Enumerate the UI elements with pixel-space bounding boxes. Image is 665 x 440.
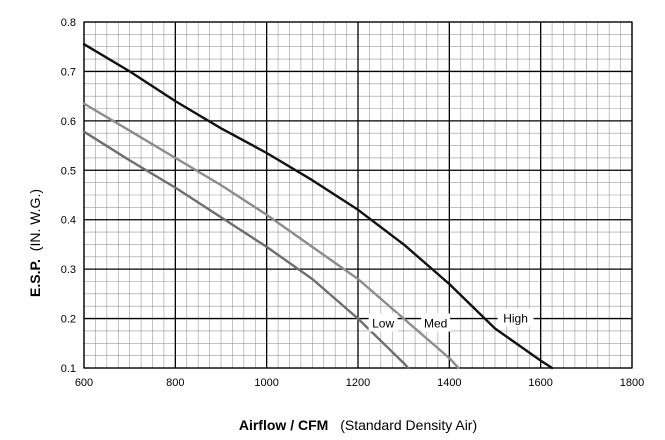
series-lines [82, 43, 554, 370]
x-tick-label: 1200 [346, 377, 370, 389]
y-axis-title-sub: (IN. W.G.) [27, 189, 43, 251]
series-label-bg [497, 308, 534, 327]
series-labels: Low Med High [368, 308, 534, 332]
series-label-high: High [503, 312, 528, 326]
series-line-high [82, 43, 554, 370]
series-label-med: Med [424, 317, 447, 331]
y-tick-labels: 0.1 0.2 0.3 0.4 0.5 0.6 0.7 0.8 [61, 17, 76, 375]
y-tick-label: 0.1 [61, 363, 76, 375]
grid-lines [83, 21, 633, 369]
series-line-med [82, 102, 460, 370]
series-label-bg [421, 313, 451, 332]
y-tick-label: 0.7 [61, 66, 76, 78]
series-label-low: Low [372, 317, 394, 331]
plot-frame [83, 21, 633, 369]
y-tick-label: 0.6 [61, 116, 76, 128]
x-tick-label: 600 [75, 377, 93, 389]
y-tick-label: 0.4 [61, 215, 76, 227]
x-tick-label: 1800 [620, 377, 644, 389]
y-tick-label: 0.5 [61, 165, 76, 177]
x-tick-label: 1400 [437, 377, 461, 389]
y-tick-label: 0.8 [61, 17, 76, 29]
x-tick-label: 1600 [528, 377, 552, 389]
y-axis-title: E.S.P. (IN. W.G.) [27, 189, 43, 297]
x-axis-title: Airflow / CFM (Standard Density Air) [239, 417, 477, 433]
x-tick-labels: 600 800 1000 1200 1400 1600 1800 [75, 377, 644, 389]
y-tick-label: 0.2 [61, 314, 76, 326]
series-line-low [82, 130, 410, 370]
y-tick-label: 0.3 [61, 264, 76, 276]
x-axis-title-sub: (Standard Density Air) [340, 417, 477, 433]
x-axis-title-main: Airflow / CFM [239, 417, 328, 433]
x-tick-label: 800 [166, 377, 184, 389]
y-axis-title-main: E.S.P. [27, 259, 43, 297]
series-label-bg [368, 313, 398, 332]
x-tick-label: 1000 [254, 377, 278, 389]
